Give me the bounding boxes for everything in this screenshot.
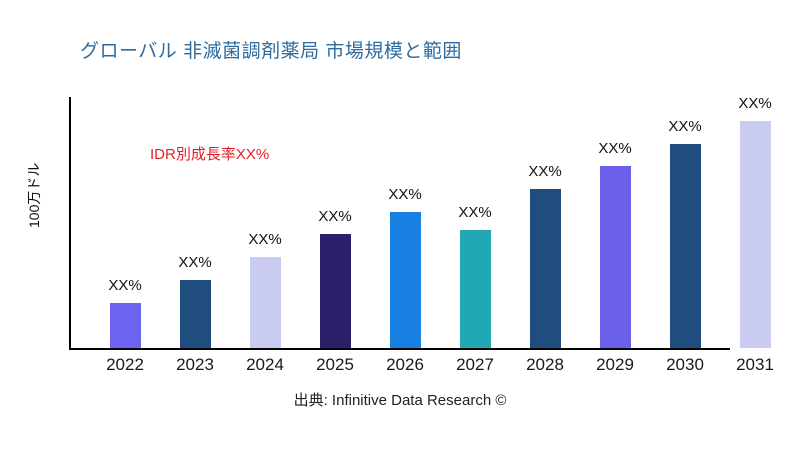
bar-2027: [459, 230, 491, 348]
source-caption: 出典: Infinitive Data Research ©: [293, 392, 507, 409]
bar-2029: [599, 166, 631, 348]
x-tick-2024: 2024: [246, 355, 284, 374]
y-axis-line: [69, 97, 71, 350]
x-tick-2023: 2023: [176, 355, 214, 374]
bar-value-label-2026: XX%: [388, 186, 422, 203]
x-tick-2030: 2030: [666, 355, 704, 374]
bar-value-label-2027: XX%: [458, 204, 492, 221]
bar-2030: [669, 144, 701, 348]
x-tick-2027: 2027: [456, 355, 494, 374]
x-tick-2028: 2028: [526, 355, 564, 374]
bar-value-label-2028: XX%: [528, 163, 562, 180]
bar-value-label-2029: XX%: [598, 140, 632, 157]
bar-value-label-2030: XX%: [668, 118, 702, 135]
bar-value-label-2024: XX%: [248, 231, 282, 248]
bar-2026: [389, 212, 421, 348]
chart-title: グローバル 非滅菌調剤薬局 市場規模と範囲: [80, 41, 462, 62]
bar-2028: [529, 189, 561, 348]
bar-value-label-2031: XX%: [738, 95, 772, 112]
growth-rate-annotation: IDR別成長率XX%: [150, 146, 270, 163]
x-tick-2029: 2029: [596, 355, 634, 374]
bar-2024: [249, 257, 281, 348]
x-tick-2025: 2025: [316, 355, 354, 374]
x-tick-2031: 2031: [736, 355, 774, 374]
bar-2022: [109, 303, 141, 348]
x-tick-2026: 2026: [386, 355, 424, 374]
bar-value-label-2023: XX%: [178, 254, 212, 271]
bar-2025: [319, 234, 351, 348]
bar-2031: [739, 121, 771, 348]
bar-2023: [179, 280, 211, 348]
x-axis-line: [69, 348, 730, 350]
bar-value-label-2022: XX%: [108, 277, 142, 294]
x-tick-2022: 2022: [106, 355, 144, 374]
bar-value-label-2025: XX%: [318, 208, 352, 225]
